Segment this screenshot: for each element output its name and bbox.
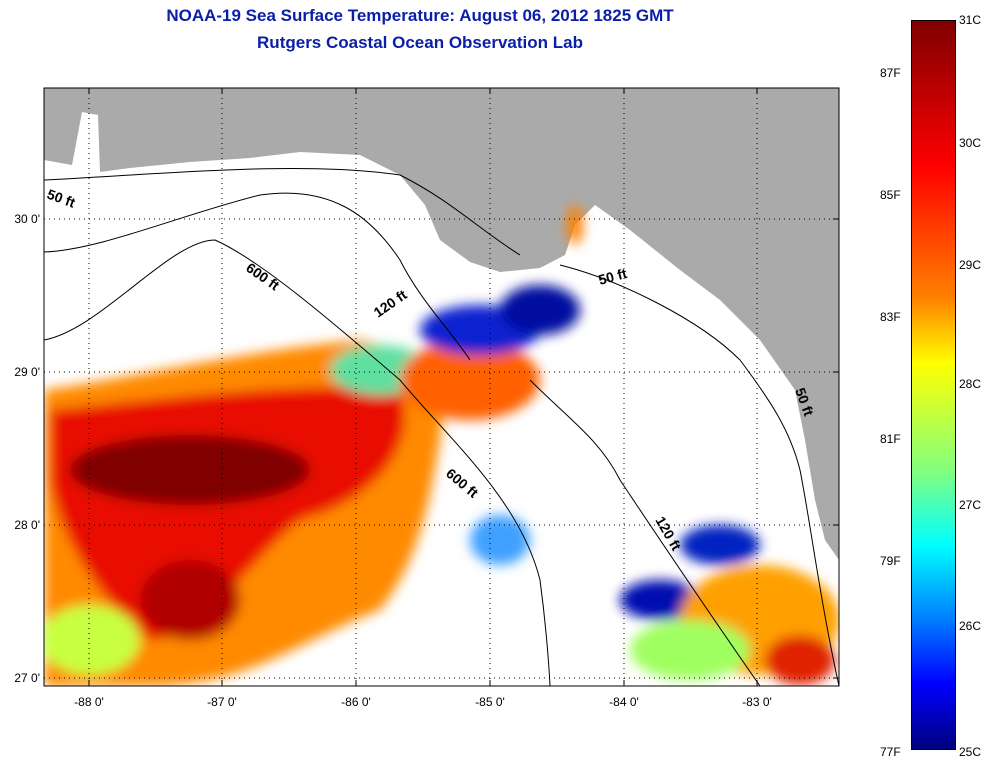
colorbar-c-label: 27C xyxy=(959,498,982,512)
colorbar-c-label: 26C xyxy=(959,619,982,633)
colorbar-c-label: 28C xyxy=(959,377,982,391)
lat-tick-label: 30 0' xyxy=(14,212,40,226)
title-line-1: NOAA-19 Sea Surface Temperature: August … xyxy=(166,6,674,25)
lon-tick-label: -84 0' xyxy=(609,695,639,709)
lat-tick-label: 29 0' xyxy=(14,365,40,379)
lon-tick-label: -88 0' xyxy=(74,695,104,709)
lon-tick-label: -83 0' xyxy=(742,695,772,709)
colorbar-f-label: 81F xyxy=(880,432,901,446)
sst-field xyxy=(44,205,839,686)
axis-ticks xyxy=(88,88,839,686)
colorbar-f-label: 77F xyxy=(880,745,901,759)
lat-tick-label: 28 0' xyxy=(14,518,40,532)
colorbar-f-label: 85F xyxy=(880,188,901,202)
colorbar-f-label: 87F xyxy=(880,66,901,80)
colorbar-c-label: 30C xyxy=(959,136,982,150)
lon-tick-label: -85 0' xyxy=(475,695,505,709)
land-area xyxy=(44,88,839,560)
lon-tick-label: -86 0' xyxy=(341,695,371,709)
lat-tick-label: 27 0' xyxy=(14,671,40,685)
map-frame xyxy=(43,87,840,687)
colorbar-f-label: 79F xyxy=(880,554,901,568)
contour-label: 50 ft xyxy=(597,265,629,288)
colorbar-c-label: 29C xyxy=(959,258,982,272)
bathymetry-contours xyxy=(44,168,839,686)
sst-map: 50 ft 600 ft 120 ft 50 ft 600 ft 120 ft … xyxy=(14,87,840,709)
lon-tick-label: -87 0' xyxy=(207,695,237,709)
title-line-2: Rutgers Coastal Ocean Observation Lab xyxy=(257,33,583,52)
colorbar-c-label: 31C xyxy=(959,13,982,27)
colorbar-f-label: 83F xyxy=(880,310,901,324)
colorbar xyxy=(911,20,956,750)
colorbar-c-label: 25C xyxy=(959,745,982,759)
